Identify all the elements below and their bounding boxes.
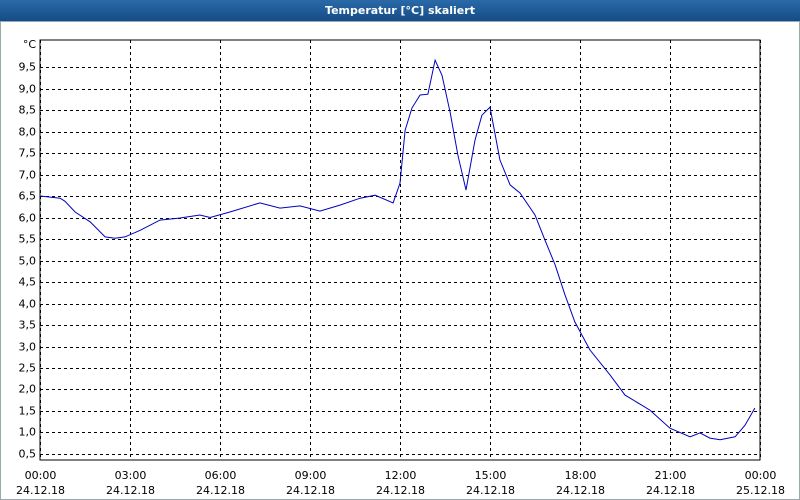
- y-tick-label: 7,5: [19, 147, 37, 160]
- y-tick-label: 7,0: [19, 169, 37, 182]
- y-tick-label: 2,5: [19, 362, 37, 375]
- y-tick-label: 1,0: [19, 426, 37, 439]
- x-tick-label: 03:00: [115, 469, 147, 482]
- chart-title: Temperatur [°C] skaliert: [325, 4, 475, 17]
- y-tick-label: 8,5: [19, 104, 37, 117]
- y-tick-label: 8,0: [19, 126, 37, 139]
- title-bar: [0, 0, 800, 21]
- y-tick-label: 2,0: [19, 383, 37, 396]
- x-tick-label: 12:00: [385, 469, 417, 482]
- y-tick-label: 3,5: [19, 319, 37, 332]
- x-tick-date: 24.12.18: [196, 484, 245, 497]
- x-tick-label: 15:00: [475, 469, 507, 482]
- x-tick-label: 00:00: [25, 469, 57, 482]
- y-tick-label: 4,5: [19, 276, 37, 289]
- y-tick-label: 4,0: [19, 298, 37, 311]
- y-tick-label: 5,5: [19, 233, 37, 246]
- x-tick-label: 21:00: [655, 469, 687, 482]
- y-tick-label: 1,5: [19, 405, 37, 418]
- x-tick-date: 24.12.18: [556, 484, 605, 497]
- x-tick-date: 24.12.18: [16, 484, 65, 497]
- x-tick-label: 18:00: [565, 469, 597, 482]
- x-tick-label: 06:00: [205, 469, 237, 482]
- x-tick-date: 24.12.18: [286, 484, 335, 497]
- x-tick-date: 25.12.18: [736, 484, 785, 497]
- y-tick-label: 5,0: [19, 255, 37, 268]
- y-tick-label: 6,5: [19, 190, 37, 203]
- x-tick-date: 24.12.18: [646, 484, 695, 497]
- x-tick-label: 00:00: [745, 469, 777, 482]
- x-tick-date: 24.12.18: [376, 484, 425, 497]
- y-axis-label: °C: [23, 38, 37, 51]
- x-tick-date: 24.12.18: [466, 484, 515, 497]
- x-tick-label: 09:00: [295, 469, 327, 482]
- x-tick-date: 24.12.18: [106, 484, 155, 497]
- y-tick-label: 0,5: [19, 448, 37, 461]
- y-tick-label: 9,0: [19, 83, 37, 96]
- data-line: [39, 58, 756, 441]
- y-tick-label: 6,0: [19, 212, 37, 225]
- y-tick-label: 3,0: [19, 341, 37, 354]
- y-tick-label: 9,5: [19, 61, 37, 74]
